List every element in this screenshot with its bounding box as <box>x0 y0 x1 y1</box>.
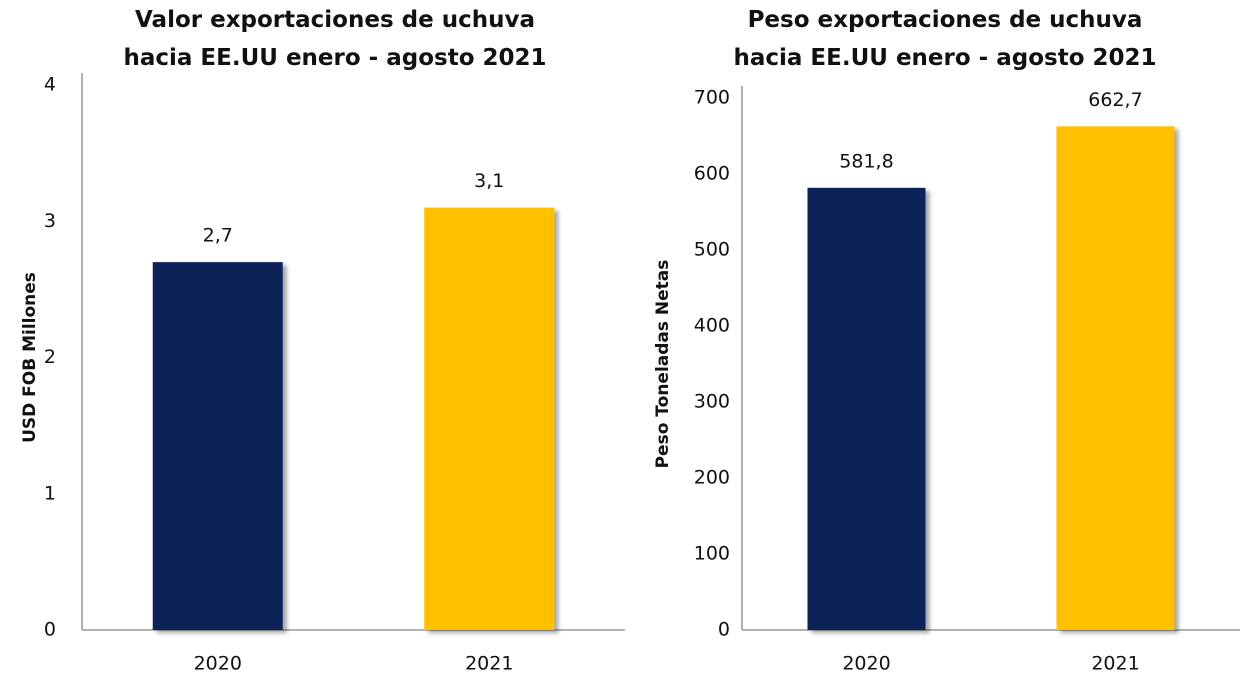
y-tick-label: 500 <box>694 239 730 261</box>
y-tick-label: 0 <box>44 619 56 641</box>
chart-title: Valor exportaciones de uchuva hacia EE.UU… <box>123 7 546 71</box>
bar <box>807 187 926 630</box>
title-line: Valor exportaciones de uchuva <box>135 7 535 33</box>
bar <box>424 207 555 630</box>
x-tick-label: 2021 <box>465 653 513 675</box>
y-tick-label: 600 <box>694 163 730 185</box>
data-label: 2,7 <box>203 225 233 247</box>
y-axis-label: Peso Toneladas Netas <box>653 260 673 469</box>
y-tick-label: 2 <box>44 346 56 368</box>
y-tick-label: 0 <box>718 619 730 641</box>
data-label: 581,8 <box>839 150 893 172</box>
y-tick-label: 1 <box>44 482 56 504</box>
title-line: hacia EE.UU enero - agosto 2021 <box>733 45 1156 71</box>
x-tick-label: 2020 <box>194 653 242 675</box>
y-tick-label: 700 <box>694 87 730 109</box>
data-label: 3,1 <box>474 170 504 192</box>
bar <box>152 262 283 630</box>
x-tick-label: 2020 <box>842 653 890 675</box>
chart-title: Peso exportaciones de uchuva hacia EE.UU … <box>733 7 1156 71</box>
y-tick-label: 100 <box>694 543 730 565</box>
x-tick-label: 2021 <box>1091 653 1139 675</box>
y-tick-label: 4 <box>44 74 56 96</box>
y-tick-label: 400 <box>694 315 730 337</box>
y-axis-label: USD FOB Millones <box>20 272 40 443</box>
bar <box>1056 126 1175 631</box>
title-line: Peso exportaciones de uchuva <box>748 7 1143 33</box>
title-line: hacia EE.UU enero - agosto 2021 <box>123 45 546 71</box>
y-tick-label: 200 <box>694 467 730 489</box>
y-tick-label: 300 <box>694 391 730 413</box>
data-label: 662,7 <box>1088 89 1142 111</box>
y-tick-label: 3 <box>44 210 56 232</box>
